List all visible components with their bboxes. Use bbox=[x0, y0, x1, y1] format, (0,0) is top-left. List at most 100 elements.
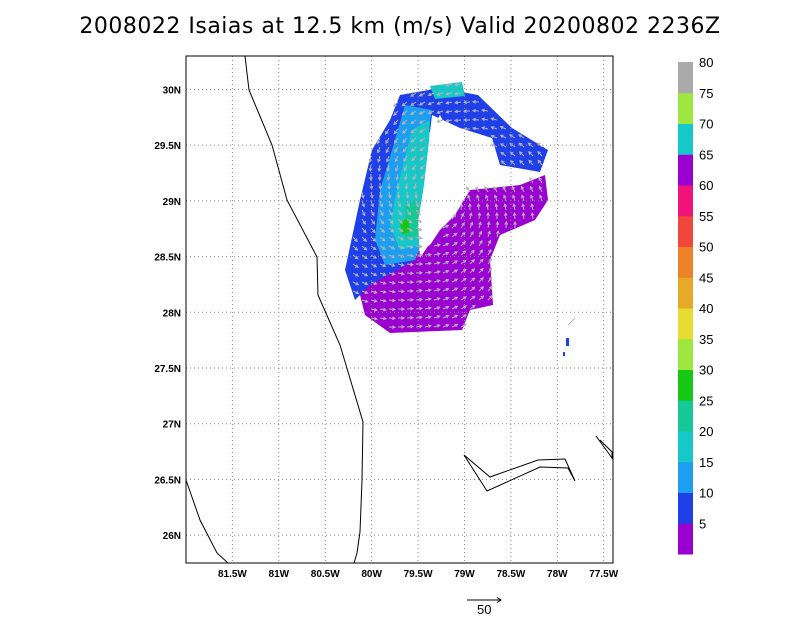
wind-vector-head bbox=[413, 185, 417, 190]
wind-vector-head bbox=[487, 239, 492, 244]
wind-vector-head bbox=[453, 118, 458, 123]
wind-vector-head bbox=[459, 202, 464, 207]
wind-vector-head bbox=[445, 83, 450, 87]
colorbar-label: 20 bbox=[699, 424, 713, 439]
wind-vector-head bbox=[410, 120, 415, 125]
wind-vector-head bbox=[378, 186, 383, 191]
grid-lines bbox=[186, 56, 613, 563]
colorbar-swatch bbox=[678, 62, 693, 94]
wind-vector-head bbox=[396, 194, 401, 199]
wind-vector-head bbox=[530, 194, 534, 199]
wind-vector-head bbox=[436, 92, 441, 96]
wind-vector-head bbox=[519, 159, 523, 164]
wind-vector-head bbox=[376, 140, 381, 145]
wind-vector-head bbox=[480, 276, 484, 281]
wind-vector-head bbox=[354, 264, 359, 268]
latitude-tick-label: 29N bbox=[163, 197, 181, 208]
wind-vector-head bbox=[364, 299, 369, 303]
wind-vector-head bbox=[392, 103, 397, 107]
wind-vector-head bbox=[502, 185, 507, 190]
wind-vector-head bbox=[389, 220, 394, 225]
wind-vector-head bbox=[436, 315, 441, 319]
colorbar-label: 45 bbox=[699, 270, 713, 285]
coastlines bbox=[185, 55, 613, 564]
colorbar-label: 25 bbox=[699, 393, 713, 408]
wind-vector-head bbox=[427, 324, 432, 328]
wind-vector-head bbox=[499, 134, 504, 139]
wind-vector-head bbox=[454, 296, 459, 301]
wind-vector-head bbox=[408, 219, 413, 224]
wind-vector-head bbox=[391, 254, 396, 259]
wind-vector-head bbox=[471, 117, 476, 122]
wind-vector-head bbox=[527, 151, 532, 155]
wind-vector-head bbox=[410, 129, 415, 134]
wind-vector-head bbox=[529, 185, 534, 190]
wind-vector-head bbox=[391, 298, 396, 303]
wind-vector-head bbox=[393, 139, 398, 144]
wind-vector-head bbox=[361, 203, 366, 208]
wind-vector-head bbox=[388, 203, 393, 208]
wind-vector-head bbox=[381, 237, 386, 242]
wind-vector-head bbox=[500, 160, 505, 164]
wind-vector-head bbox=[537, 150, 541, 155]
wind-vector-head bbox=[382, 246, 386, 250]
wind-vector-head bbox=[420, 175, 425, 180]
colorbar-label: 60 bbox=[699, 178, 713, 193]
wind-vector-head bbox=[419, 279, 424, 284]
wind-vector-head bbox=[454, 260, 459, 264]
wind-vector-head bbox=[400, 271, 405, 276]
wind-vector-head bbox=[410, 280, 415, 284]
latitude-tick-label: 27N bbox=[163, 420, 181, 431]
wind-vector-head bbox=[527, 142, 532, 147]
wind-vector-head bbox=[418, 315, 423, 320]
wind-vector-head bbox=[471, 286, 476, 291]
wind-vector-head bbox=[400, 254, 405, 258]
wind-speck bbox=[563, 352, 565, 356]
wind-vector-head bbox=[407, 211, 412, 216]
wind-vector-head bbox=[445, 118, 450, 123]
wind-vector-head bbox=[393, 130, 398, 135]
wind-vector-head bbox=[453, 232, 458, 237]
wind-vector-head bbox=[503, 194, 507, 199]
wind-vector-head bbox=[481, 108, 486, 113]
wind-vector-head bbox=[391, 263, 396, 267]
wind-vector-head bbox=[462, 118, 467, 122]
wind-vector-head bbox=[409, 236, 414, 241]
wind-vector-head bbox=[373, 316, 378, 321]
wind-vector-head bbox=[445, 314, 450, 319]
colorbar-swatch bbox=[678, 338, 693, 370]
wind-vector-head bbox=[454, 278, 459, 282]
wind-vector-head bbox=[402, 139, 406, 144]
wind-vector-head bbox=[490, 134, 495, 139]
wind-vector-head bbox=[409, 245, 414, 249]
wind-vector-head bbox=[399, 228, 404, 233]
wind-vector-head bbox=[373, 299, 378, 303]
wind-vector-head bbox=[402, 148, 407, 153]
wind-vector-head bbox=[385, 130, 389, 135]
wind-vector-head bbox=[521, 194, 525, 199]
wind-vector-head bbox=[410, 298, 415, 302]
wind-vector-head bbox=[481, 126, 486, 130]
wind-vector-head bbox=[385, 149, 390, 154]
colorbar-label: 10 bbox=[699, 486, 713, 501]
colorbar-label: 65 bbox=[699, 147, 713, 162]
wind-vector-head bbox=[427, 315, 432, 320]
wind-vector-head bbox=[364, 290, 369, 295]
wind-vector-head bbox=[445, 296, 450, 301]
wind-vector-head bbox=[436, 110, 441, 114]
wind-vector-head bbox=[394, 149, 398, 154]
wind-vector-head bbox=[462, 287, 467, 291]
wind-vector-head bbox=[382, 316, 387, 321]
wind-vector-head bbox=[436, 119, 441, 123]
wind-vector-head bbox=[470, 249, 475, 254]
wind-vector-head bbox=[391, 289, 396, 294]
wind-vector-head bbox=[445, 269, 450, 274]
wind-vector-head bbox=[364, 281, 369, 286]
wind-vector-head bbox=[452, 213, 457, 218]
wind-vector-head bbox=[372, 246, 377, 251]
wind-vector-head bbox=[471, 268, 476, 272]
wind-vector-head bbox=[409, 262, 414, 267]
wind-vector-head bbox=[467, 194, 471, 199]
wind-vector-head bbox=[393, 112, 397, 117]
wind-vector-head bbox=[471, 100, 476, 104]
